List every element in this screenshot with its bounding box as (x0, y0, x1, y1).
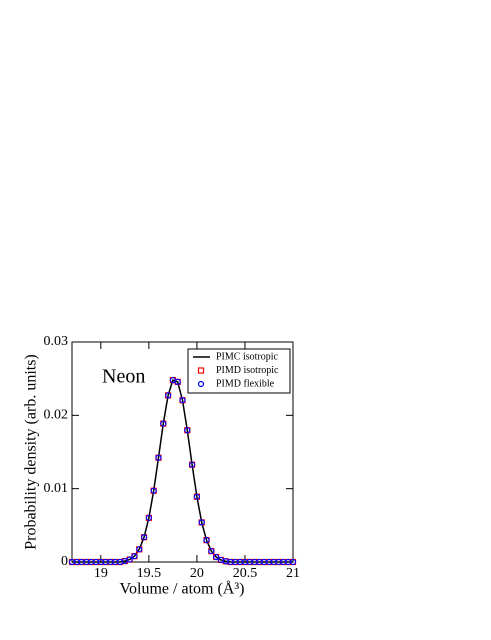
data-line (72, 379, 293, 563)
marker-circle (289, 558, 297, 566)
y-axis-label: Probability density (arb. units) (23, 354, 40, 550)
marker-circle (208, 547, 215, 555)
marker-circle (131, 553, 138, 560)
y-tick-label: 0.03 (44, 334, 69, 349)
marker-circle (174, 378, 181, 385)
marker-circle (197, 380, 205, 388)
y-tick-label: 0 (61, 554, 68, 569)
marker-circle (160, 420, 167, 427)
x-tick-label: 20.5 (233, 566, 258, 581)
annotation: Neon (102, 366, 145, 388)
marker-circle (136, 546, 143, 553)
x-tick-label: 19.5 (137, 566, 162, 581)
marker-circle (155, 454, 162, 461)
legend-label: PIMD isotropic (216, 365, 279, 376)
marker-circle (213, 553, 220, 561)
legend-label: PIMD flexible (216, 378, 275, 389)
y-tick-label: 0.01 (44, 481, 69, 496)
marker-circle (150, 487, 157, 494)
x-tick-label: 20 (190, 566, 204, 581)
marker-circle (184, 427, 191, 434)
marker-circle (198, 519, 205, 526)
marker-circle (164, 392, 172, 399)
marker-circle (203, 537, 210, 544)
marker-circle (179, 397, 186, 404)
x-tick-label: 19 (94, 566, 108, 581)
plot-frame (71, 341, 294, 563)
marker-circle (140, 534, 148, 541)
x-axis-label: Volume / atom (Å³) (120, 580, 245, 598)
marker-circle (189, 461, 196, 468)
y-tick-label: 0.02 (44, 408, 69, 423)
marker-square (197, 367, 205, 374)
x-tick-label: 21 (286, 566, 300, 581)
marker-circle (126, 556, 133, 563)
marker-circle (193, 493, 201, 500)
marker-circle (145, 514, 152, 521)
legend-label: PIMC isotropic (216, 351, 279, 362)
